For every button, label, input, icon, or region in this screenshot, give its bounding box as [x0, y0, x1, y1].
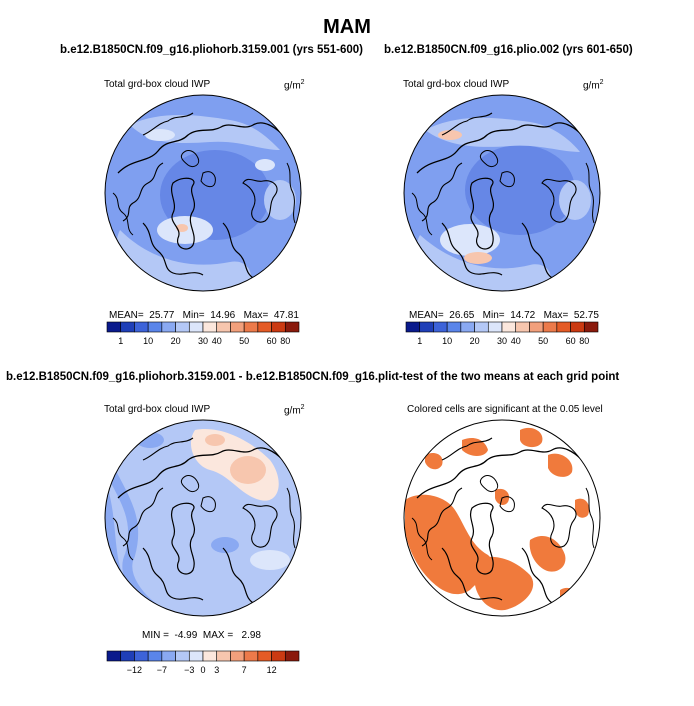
colorbar-3-swatch — [284, 650, 300, 662]
colorbar-1-swatch — [230, 321, 245, 333]
colorbar-2-swatch — [542, 321, 558, 333]
panel-1-map — [105, 95, 301, 291]
panel-4-map — [404, 420, 600, 616]
colorbar-2-tick-label: 40 — [511, 336, 521, 346]
colorbar-2-tick-label: 20 — [470, 336, 480, 346]
panel-3-variable-label: Total grd-box cloud IWP — [104, 404, 211, 415]
colorbar-2-tick-label: 30 — [497, 336, 507, 346]
colorbar-1-swatch — [188, 321, 204, 333]
colorbar-3-tick-label: 0 — [200, 665, 205, 675]
colorbar-3-swatch — [230, 650, 245, 662]
colorbar-1-swatch — [271, 321, 286, 333]
colorbar-3-swatch — [134, 650, 149, 662]
colorbar-2-swatch — [405, 321, 421, 333]
colorbar-1-swatch — [257, 321, 272, 333]
colorbar-1-swatch — [134, 321, 149, 333]
colorbar-2-swatch — [529, 321, 544, 333]
colorbar-3-swatch — [147, 650, 163, 662]
colorbar-2-swatch — [501, 321, 517, 333]
colorbar-3-swatch — [161, 650, 176, 662]
colorbar-1-swatch — [284, 321, 300, 333]
panel-2-units: g/m2 — [583, 79, 604, 92]
colorbar-1-tick-label: 30 — [198, 336, 208, 346]
colorbar-1-swatch — [216, 321, 231, 333]
colorbar-1-swatch — [147, 321, 163, 333]
panel-3-title: b.e12.B1850CN.f09_g16.pliohorb.3159.001 … — [6, 371, 421, 383]
panel-2-stats: MEAN= 26.65 Min= 14.72 Max= 52.75 — [409, 310, 599, 321]
colorbar-1-swatch — [106, 321, 122, 333]
colorbar-3-tick-label: 3 — [214, 665, 219, 675]
panel-3-colorbar: −12 −7 −3 0 3 7 12 — [106, 650, 300, 675]
colorbar-1-tick-label: 50 — [239, 336, 249, 346]
colorbar-2-tick-label: 10 — [442, 336, 452, 346]
colorbar-2-swatch — [487, 321, 503, 333]
colorbar-2-swatch — [570, 321, 585, 333]
colorbar-3-tick-label: 7 — [242, 665, 247, 675]
colorbar-1-swatch — [175, 321, 190, 333]
colorbar-2-swatch — [419, 321, 434, 333]
colorbar-3-swatch — [271, 650, 286, 662]
colorbar-3-tick-label: −12 — [127, 665, 142, 675]
colorbar-1-swatch — [202, 321, 218, 333]
colorbar-1-swatch — [120, 321, 135, 333]
colorbar-2-swatch — [515, 321, 530, 333]
panel-4-title: t-test of the two means at each grid poi… — [395, 371, 620, 383]
colorbar-3-swatch — [175, 650, 190, 662]
panel-2-title: b.e12.B1850CN.f09_g16.plio.002 (yrs 601-… — [384, 44, 633, 56]
colorbar-3-swatch — [188, 650, 204, 662]
colorbar-2-swatch — [556, 321, 571, 333]
colorbar-3-swatch — [106, 650, 122, 662]
panel-2-map — [404, 95, 600, 291]
colorbar-2-tick-label: 60 — [566, 336, 576, 346]
colorbar-2-swatch — [446, 321, 462, 333]
colorbar-3-swatch — [216, 650, 231, 662]
panel-2-colorbar: 1 10 20 30 40 50 60 80 — [405, 321, 599, 346]
panel-1-colorbar: 1 10 20 30 40 50 60 80 — [106, 321, 300, 346]
colorbar-3-tick-label: 12 — [267, 665, 277, 675]
figure-title: MAM — [323, 16, 371, 38]
colorbar-3-swatch — [202, 650, 218, 662]
colorbar-1-tick-label: 10 — [143, 336, 153, 346]
colorbar-1-tick-label: 20 — [171, 336, 181, 346]
colorbar-3-swatch — [120, 650, 135, 662]
panel-3-units: g/m2 — [284, 404, 305, 417]
panel-4-subtitle: Colored cells are significant at the 0.0… — [407, 404, 603, 415]
colorbar-3-tick-label: −3 — [184, 665, 194, 675]
panel-1-variable-label: Total grd-box cloud IWP — [104, 79, 211, 90]
colorbar-2-tick-label: 50 — [538, 336, 548, 346]
colorbar-2-tick-label: 1 — [417, 336, 422, 346]
panel-3-map — [105, 420, 301, 616]
colorbar-2-swatch — [460, 321, 475, 333]
colorbar-3-swatch — [243, 650, 259, 662]
colorbar-1-tick-label: 1 — [118, 336, 123, 346]
colorbar-1-swatch — [243, 321, 259, 333]
panel-1-title: b.e12.B1850CN.f09_g16.pliohorb.3159.001 … — [60, 44, 363, 56]
panel-2-variable-label: Total grd-box cloud IWP — [403, 79, 510, 90]
colorbar-2-swatch — [433, 321, 448, 333]
colorbar-3-swatch — [257, 650, 272, 662]
colorbar-2-tick-label: 80 — [579, 336, 589, 346]
colorbar-1-tick-label: 80 — [280, 336, 290, 346]
colorbar-1-tick-label: 40 — [212, 336, 222, 346]
colorbar-2-swatch — [583, 321, 599, 333]
panel-3-stats: MIN = -4.99 MAX = 2.98 — [142, 630, 261, 641]
colorbar-1-tick-label: 60 — [267, 336, 277, 346]
significant-cells — [405, 427, 590, 611]
panel-1-stats: MEAN= 25.77 Min= 14.96 Max= 47.81 — [109, 310, 299, 321]
panel-1-units: g/m2 — [284, 79, 305, 92]
colorbar-1-swatch — [161, 321, 176, 333]
colorbar-2-swatch — [474, 321, 489, 333]
colorbar-3-tick-label: −7 — [157, 665, 167, 675]
